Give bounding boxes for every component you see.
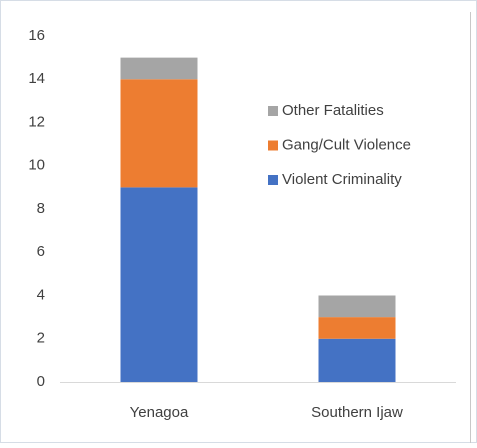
- y-tick-label: 14: [28, 70, 45, 87]
- y-tick-label: 12: [28, 113, 45, 130]
- bar-segment: [120, 57, 198, 80]
- legend-label: Gang/Cult Violence: [282, 136, 411, 153]
- bar-segment: [318, 317, 396, 339]
- bar-segment: [318, 295, 396, 318]
- bar-segment: [318, 338, 396, 382]
- y-tick-label: 10: [28, 157, 45, 174]
- y-tick-label: 8: [37, 200, 45, 217]
- legend-swatch: [268, 140, 278, 151]
- x-tick-label: Yenagoa: [130, 404, 189, 421]
- y-tick-label: 0: [37, 373, 45, 390]
- bar-segment: [120, 187, 198, 382]
- legend-swatch: [268, 106, 278, 116]
- bar-segment: [120, 79, 198, 188]
- legend-label: Other Fatalities: [282, 102, 384, 119]
- y-tick-label: 2: [37, 330, 45, 347]
- y-tick-label: 6: [37, 243, 45, 260]
- legend-label: Violent Criminality: [282, 171, 402, 188]
- x-tick-label: Southern Ijaw: [311, 404, 403, 421]
- y-tick-label: 4: [37, 286, 45, 303]
- y-tick-label: 16: [28, 27, 45, 44]
- legend-swatch: [268, 175, 278, 185]
